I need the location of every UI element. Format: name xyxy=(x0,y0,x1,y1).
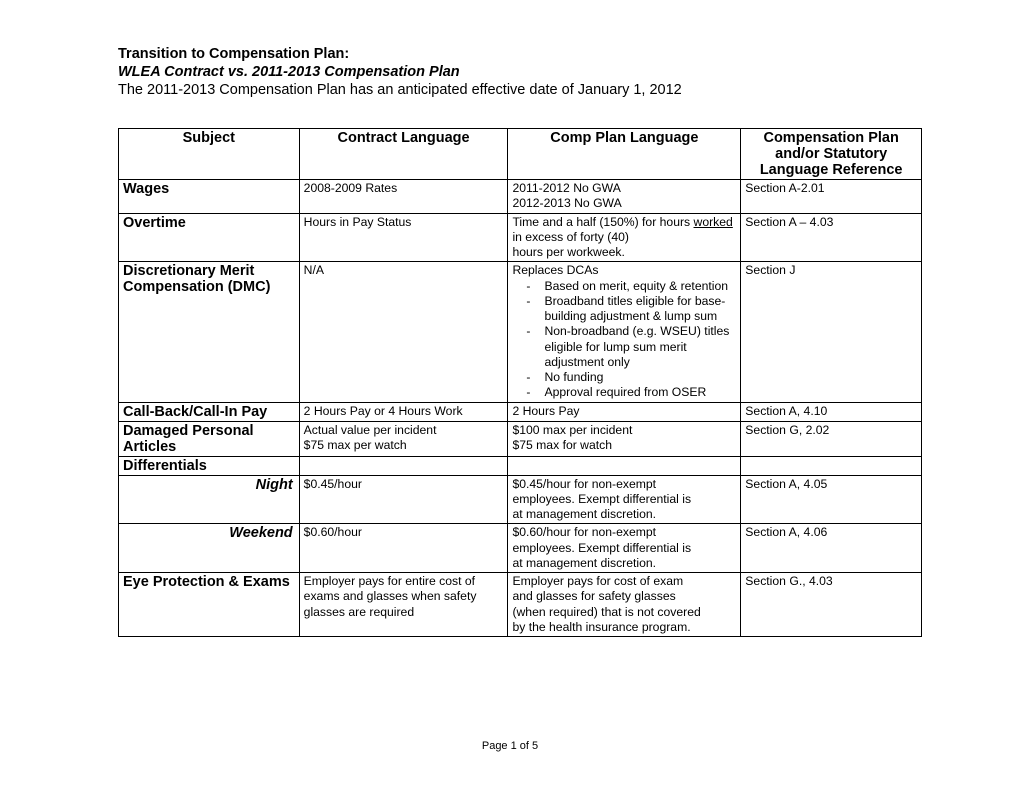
cell-subject: Differentials xyxy=(119,456,300,475)
cell-subject: Night xyxy=(119,475,300,524)
cell-ref: Section A, 4.06 xyxy=(741,524,922,573)
row-damaged: Damaged Personal Articles Actual value p… xyxy=(119,421,922,456)
cell-comp: Time and a half (150%) for hours worked … xyxy=(508,213,741,262)
cell-contract: 2008-2009 Rates xyxy=(299,180,508,214)
col-ref: Compensation Plan and/or Statutory Langu… xyxy=(741,129,922,180)
cell-contract: 2 Hours Pay or 4 Hours Work xyxy=(299,402,508,421)
row-overtime: Overtime Hours in Pay Status Time and a … xyxy=(119,213,922,262)
cell-ref xyxy=(741,456,922,475)
cell-ref: Section A, 4.10 xyxy=(741,402,922,421)
cell-ref: Section A, 4.05 xyxy=(741,475,922,524)
doc-subtitle: WLEA Contract vs. 2011-2013 Compensation… xyxy=(118,64,922,80)
cell-comp xyxy=(508,456,741,475)
page-footer: Page 1 of 5 xyxy=(0,740,1020,752)
doc-intro: The 2011-2013 Compensation Plan has an a… xyxy=(118,82,922,98)
cell-ref: Section A-2.01 xyxy=(741,180,922,214)
col-ref-l2: and/or Statutory xyxy=(775,146,887,162)
cell-comp: 2011-2012 No GWA 2012-2013 No GWA xyxy=(508,180,741,214)
cell-comp: Replaces DCAs -Based on merit, equity & … xyxy=(508,262,741,402)
cell-subject: Discretionary Merit Compensation (DMC) xyxy=(119,262,300,402)
cell-contract: Hours in Pay Status xyxy=(299,213,508,262)
cell-contract: Actual value per incident $75 max per wa… xyxy=(299,421,508,456)
cell-ref: Section A – 4.03 xyxy=(741,213,922,262)
cell-subject: Eye Protection & Exams xyxy=(119,573,300,637)
document-page: Transition to Compensation Plan: WLEA Co… xyxy=(0,0,1020,637)
row-dmc: Discretionary Merit Compensation (DMC) N… xyxy=(119,262,922,402)
cell-subject: Weekend xyxy=(119,524,300,573)
row-night: Night $0.45/hour $0.45/hour for non-exem… xyxy=(119,475,922,524)
col-subject: Subject xyxy=(119,129,300,180)
comp-table: Subject Contract Language Comp Plan Lang… xyxy=(118,128,922,637)
col-ref-l1: Compensation Plan xyxy=(763,130,898,146)
row-wages: Wages 2008-2009 Rates 2011-2012 No GWA 2… xyxy=(119,180,922,214)
cell-contract: Employer pays for entire cost of exams a… xyxy=(299,573,508,637)
cell-ref: Section J xyxy=(741,262,922,402)
col-contract: Contract Language xyxy=(299,129,508,180)
col-comp: Comp Plan Language xyxy=(508,129,741,180)
row-differentials: Differentials xyxy=(119,456,922,475)
cell-subject: Call-Back/Call-In Pay xyxy=(119,402,300,421)
cell-contract: $0.60/hour xyxy=(299,524,508,573)
row-eye: Eye Protection & Exams Employer pays for… xyxy=(119,573,922,637)
cell-subject: Damaged Personal Articles xyxy=(119,421,300,456)
cell-subject: Wages xyxy=(119,180,300,214)
cell-ref: Section G., 4.03 xyxy=(741,573,922,637)
dmc-bullets: -Based on merit, equity & retention -Bro… xyxy=(512,279,736,401)
row-weekend: Weekend $0.60/hour $0.60/hour for non-ex… xyxy=(119,524,922,573)
cell-comp: 2 Hours Pay xyxy=(508,402,741,421)
cell-comp: Employer pays for cost of exam and glass… xyxy=(508,573,741,637)
cell-comp: $0.60/hour for non-exempt employees. Exe… xyxy=(508,524,741,573)
row-callback: Call-Back/Call-In Pay 2 Hours Pay or 4 H… xyxy=(119,402,922,421)
cell-contract xyxy=(299,456,508,475)
cell-contract: $0.45/hour xyxy=(299,475,508,524)
cell-comp: $100 max per incident $75 max for watch xyxy=(508,421,741,456)
doc-title: Transition to Compensation Plan: xyxy=(118,46,922,62)
cell-subject: Overtime xyxy=(119,213,300,262)
cell-comp: $0.45/hour for non-exempt employees. Exe… xyxy=(508,475,741,524)
header-row: Subject Contract Language Comp Plan Lang… xyxy=(119,129,922,180)
cell-ref: Section G, 2.02 xyxy=(741,421,922,456)
col-ref-l3: Language Reference xyxy=(760,162,903,178)
cell-contract: N/A xyxy=(299,262,508,402)
